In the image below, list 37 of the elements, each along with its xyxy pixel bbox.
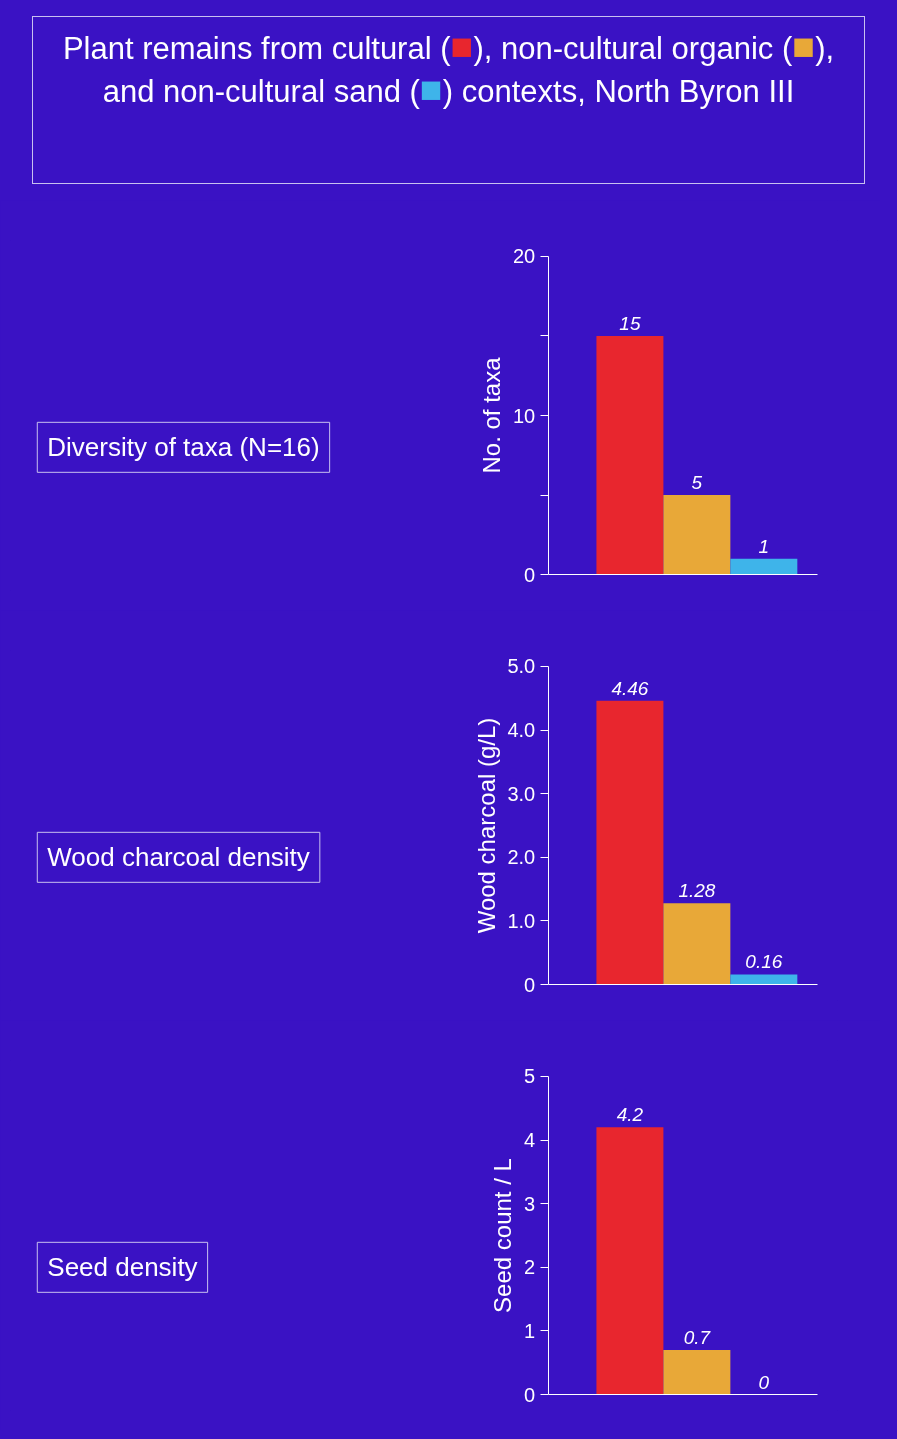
y-tick-label: 0 <box>524 563 536 586</box>
text: Seed density <box>47 1252 198 1283</box>
y-axis-title: Seed count / L <box>489 1158 517 1313</box>
y-tick-label: 4.0 <box>507 719 536 742</box>
data-label: 1.28 <box>678 880 716 902</box>
y-tick-label: 5.0 <box>507 655 536 678</box>
chart-title: Plant remains from cultural (■), non-cultural organic (■), and non-cultural sand (■) contexts, North Byron III <box>62 25 835 111</box>
y-tick-label: 5 <box>524 1065 536 1088</box>
bar <box>730 558 798 575</box>
data-label: 15 <box>619 312 641 334</box>
y-tick-label: 1.0 <box>507 909 536 932</box>
y-axis-title: Wood charcoal (g/L) <box>472 717 500 934</box>
y-tick-label: 2.0 <box>507 846 536 869</box>
data-label: 4.2 <box>616 1104 644 1126</box>
y-tick-label: 10 <box>512 404 536 427</box>
y-tick-label: 3.0 <box>507 782 536 805</box>
y-tick-label: 4 <box>524 1129 536 1152</box>
bar <box>663 903 731 985</box>
bar <box>730 974 798 985</box>
y-tick-label: 2 <box>524 1256 536 1279</box>
data-label: 5 <box>691 472 703 494</box>
bar <box>596 700 664 985</box>
data-label: 0 <box>758 1371 770 1393</box>
data-label: 0.16 <box>745 951 783 973</box>
data-label: 4.46 <box>611 677 649 699</box>
y-tick-label: 3 <box>524 1192 536 1215</box>
data-label: 0.7 <box>683 1327 712 1349</box>
text: Diversity of taxa (N=16) <box>47 432 320 463</box>
text: Wood charcoal density <box>47 842 310 873</box>
y-axis-title: No. of taxa <box>478 356 506 474</box>
y-tick-label: 0 <box>524 973 536 996</box>
y-tick-label: 20 <box>512 245 536 268</box>
data-label: 1 <box>758 535 770 557</box>
bar <box>596 335 664 575</box>
bar <box>663 495 731 575</box>
y-tick-label: 1 <box>524 1319 536 1342</box>
y-tick-label: 0 <box>524 1383 536 1406</box>
